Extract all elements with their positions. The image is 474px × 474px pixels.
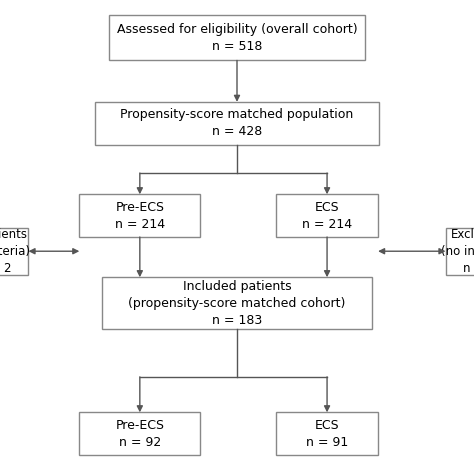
- Text: Propensity-score matched population
n = 428: Propensity-score matched population n = …: [120, 108, 354, 138]
- Bar: [0, 228, 28, 275]
- Bar: [102, 277, 372, 329]
- Text: Pre-ECS
n = 92: Pre-ECS n = 92: [115, 419, 164, 449]
- Text: Included patients
(propensity-score matched cohort)
n = 183: Included patients (propensity-score matc…: [128, 280, 346, 327]
- Text: ECS
n = 214: ECS n = 214: [302, 201, 352, 231]
- Text: Assessed for eligibility (overall cohort)
n = 518: Assessed for eligibility (overall cohort…: [117, 23, 357, 53]
- Text: ECS
n = 91: ECS n = 91: [306, 419, 348, 449]
- Text: Pre-ECS
n = 214: Pre-ECS n = 214: [115, 201, 165, 231]
- Bar: [109, 16, 365, 61]
- Bar: [79, 412, 200, 455]
- Bar: [276, 194, 378, 237]
- Bar: [95, 102, 379, 145]
- Text: atients
criteria)
2: atients criteria) 2: [0, 228, 31, 275]
- Bar: [79, 194, 200, 237]
- Text: Exclu
(no inclu
n: Exclu (no inclu n: [441, 228, 474, 275]
- Bar: [446, 228, 474, 275]
- Bar: [276, 412, 378, 455]
